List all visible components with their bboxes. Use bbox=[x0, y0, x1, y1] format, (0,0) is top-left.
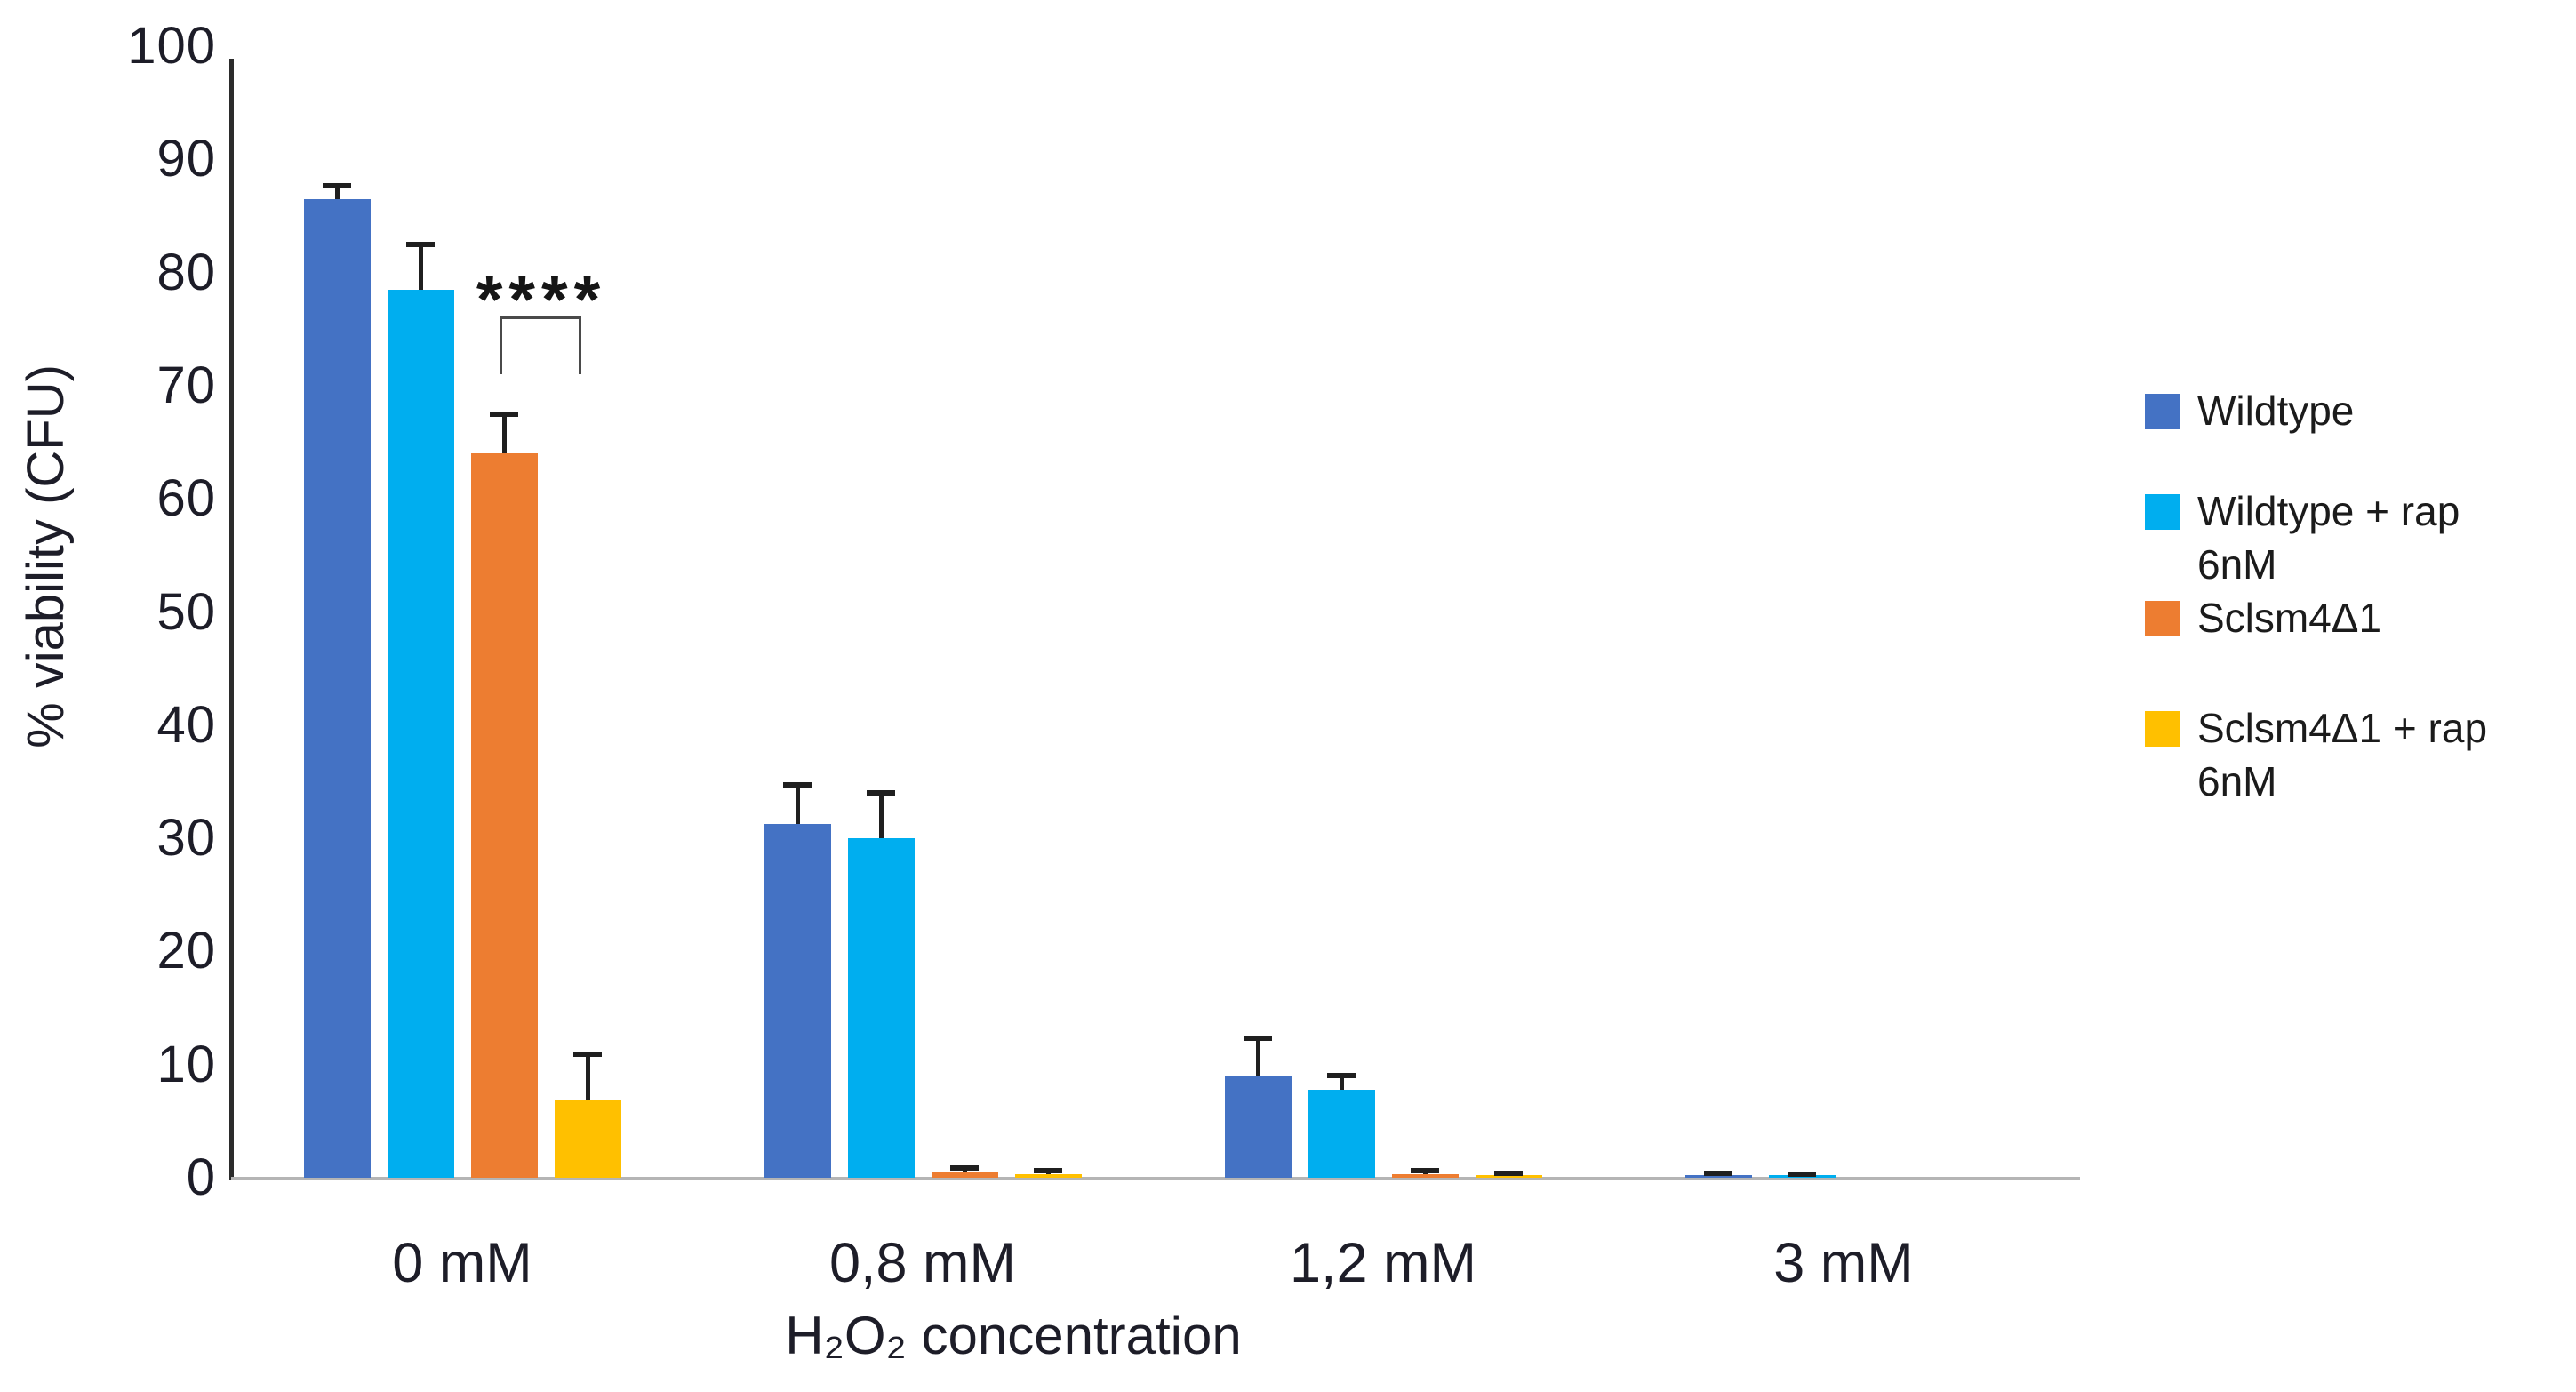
bar bbox=[303, 198, 371, 1178]
y-tick-label: 100 bbox=[127, 17, 216, 75]
error-bar-cap bbox=[406, 241, 435, 247]
legend-label: Sclsm4Δ1 bbox=[2197, 591, 2381, 644]
y-tick-label: 90 bbox=[156, 130, 216, 188]
error-bar-cap bbox=[1244, 1036, 1272, 1042]
y-tick-label: 80 bbox=[156, 243, 216, 301]
y-tick-label: 50 bbox=[156, 582, 216, 641]
error-bar-cap bbox=[323, 182, 351, 188]
legend-swatch bbox=[2145, 394, 2180, 429]
bar bbox=[470, 453, 538, 1178]
x-tick-label: 1,2 mM bbox=[1289, 1232, 1477, 1294]
bar bbox=[1014, 1174, 1082, 1178]
x-tick-label: 0 mM bbox=[392, 1232, 532, 1294]
error-bar-cap bbox=[1788, 1172, 1816, 1178]
error-bar-line bbox=[501, 413, 507, 454]
significance-asterisks: **** bbox=[476, 262, 607, 338]
x-axis-title: H₂O₂ concentration bbox=[785, 1306, 1242, 1365]
bar bbox=[1391, 1174, 1459, 1178]
legend-label-line: Wildtype bbox=[2197, 388, 2355, 434]
error-bar-cap bbox=[783, 782, 812, 788]
y-tick-label: 70 bbox=[156, 356, 216, 414]
y-axis-line bbox=[229, 59, 234, 1180]
y-tick-label: 20 bbox=[156, 922, 216, 980]
error-bar-line bbox=[795, 785, 800, 824]
x-tick-label: 3 mM bbox=[1773, 1232, 1914, 1294]
legend-label-line: Wildtype + rap bbox=[2197, 488, 2460, 534]
bar bbox=[847, 838, 915, 1178]
y-axis-title: % viability (CFU) bbox=[17, 364, 75, 748]
error-bar-cap bbox=[1411, 1168, 1439, 1174]
legend-label: Sclsm4Δ1 + rap 6nM bbox=[2197, 701, 2487, 808]
y-tick-label: 10 bbox=[156, 1035, 216, 1093]
legend-label-line: 6nM bbox=[2197, 758, 2277, 804]
bar bbox=[1308, 1089, 1375, 1178]
error-bar-line bbox=[1339, 1076, 1344, 1090]
bar bbox=[1684, 1175, 1752, 1178]
bar bbox=[1475, 1175, 1542, 1178]
error-bar-cap bbox=[1704, 1170, 1732, 1176]
y-tick-label: 30 bbox=[156, 809, 216, 868]
legend-label: Wildtype bbox=[2197, 384, 2354, 437]
y-tick-label: 40 bbox=[156, 695, 216, 754]
error-bar-cap bbox=[1327, 1073, 1356, 1079]
y-tick-label: 0 bbox=[186, 1148, 216, 1206]
error-bar-line bbox=[418, 244, 423, 290]
bar bbox=[931, 1172, 998, 1178]
error-bar-cap bbox=[573, 1052, 602, 1058]
legend-label: Wildtype + rap 6nM bbox=[2197, 484, 2460, 591]
x-tick-label: 0,8 mM bbox=[828, 1232, 1017, 1294]
bar bbox=[1224, 1076, 1292, 1178]
legend-swatch bbox=[2145, 601, 2180, 636]
bar bbox=[387, 289, 454, 1178]
significance-bracket bbox=[500, 316, 581, 374]
x-axis-line bbox=[231, 1177, 2080, 1180]
bar bbox=[764, 823, 831, 1178]
error-bar-line bbox=[878, 793, 884, 839]
error-bar-cap bbox=[490, 411, 518, 417]
error-bar-cap bbox=[867, 790, 895, 796]
error-bar-cap bbox=[950, 1164, 979, 1171]
error-bar-cap bbox=[1034, 1168, 1062, 1174]
legend-label-line: 6nM bbox=[2197, 541, 2277, 588]
bar bbox=[554, 1100, 621, 1178]
error-bar-cap bbox=[1494, 1170, 1523, 1176]
legend-swatch bbox=[2145, 711, 2180, 747]
y-tick-label: 60 bbox=[156, 469, 216, 528]
legend-swatch bbox=[2145, 494, 2180, 530]
error-bar-line bbox=[1255, 1038, 1260, 1076]
error-bar-line bbox=[585, 1054, 590, 1101]
legend-label-line: Sclsm4Δ1 bbox=[2197, 595, 2382, 641]
error-bar-line bbox=[334, 185, 340, 199]
legend-label-line: Sclsm4Δ1 + rap bbox=[2197, 705, 2488, 751]
